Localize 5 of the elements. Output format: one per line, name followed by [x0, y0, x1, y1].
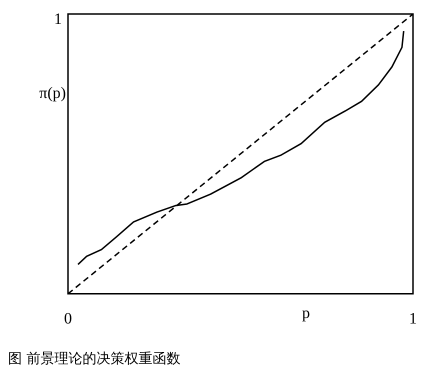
text: 图 前景理论的决策权重函数	[8, 350, 180, 368]
x-axis-title: p	[302, 305, 310, 322]
text: 1	[54, 11, 62, 28]
x-tick-label: 0	[64, 310, 72, 328]
y-axis-title: π(p)	[39, 85, 66, 102]
